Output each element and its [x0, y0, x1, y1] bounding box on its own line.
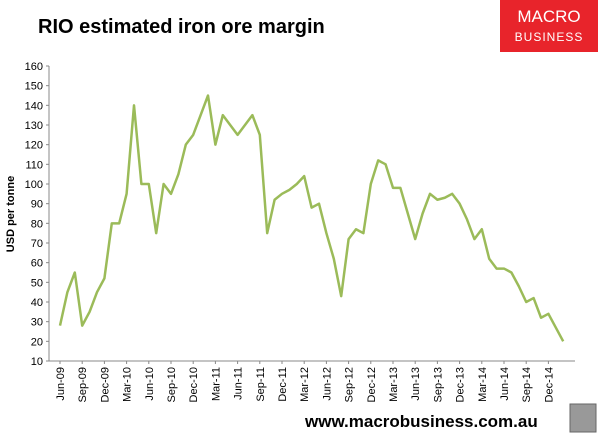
series-line: [58, 94, 565, 342]
x-tick-label: Sep-13: [432, 367, 444, 402]
x-tick-label: Jun-09: [55, 367, 67, 401]
x-tick-label: Jun-13: [410, 367, 422, 401]
y-tick-label: 110: [25, 159, 43, 171]
y-tick-label: 140: [25, 100, 43, 112]
logo-box: [500, 0, 598, 52]
footer: www.macrobusiness.com.au: [304, 412, 538, 431]
x-tick-label: Dec-13: [455, 367, 467, 402]
x-tick-label: Jun-12: [321, 367, 333, 401]
y-tick-label: 160: [25, 61, 43, 73]
x-tick-label: Sep-10: [166, 367, 178, 402]
x-tick-label: Sep-12: [344, 367, 356, 402]
y-tick-label: 100: [25, 179, 43, 191]
x-tick-label: Mar-10: [122, 367, 134, 402]
y-tick-label: 40: [31, 297, 43, 309]
wolf-icon: [569, 403, 597, 433]
y-tick-label: 90: [31, 199, 43, 211]
x-tick-label: Jun-11: [233, 367, 245, 400]
y-tick-label: 50: [31, 277, 43, 289]
x-tick-label: Dec-11: [277, 367, 289, 402]
x-tick-label: Sep-09: [77, 367, 89, 402]
y-tick-label: 130: [25, 120, 43, 132]
y-tick-label: 120: [25, 140, 43, 152]
x-tick-label: Mar-13: [388, 367, 400, 402]
x-tick-label: Jun-10: [144, 367, 156, 401]
logo-text: BUSINESS: [515, 30, 584, 44]
logo-text: MACRO: [517, 7, 580, 26]
y-tick-label: 150: [25, 81, 43, 93]
y-tick-label: 60: [31, 258, 43, 270]
x-tick-label: Sep-14: [521, 367, 533, 402]
y-tick-label: 20: [31, 336, 43, 348]
y-axis-label: USD per tonne: [5, 176, 17, 252]
y-tick-label: 80: [31, 218, 43, 230]
x-tick-label: Jun-14: [499, 367, 511, 401]
x-tick-label: Dec-14: [543, 367, 555, 402]
x-tick-label: Mar-12: [299, 367, 311, 402]
x-tick-label: Dec-09: [99, 367, 111, 402]
x-tick-label: Dec-10: [188, 367, 200, 402]
x-tick-label: Mar-11: [210, 367, 222, 401]
chart-title: RIO estimated iron ore margin: [38, 16, 325, 38]
y-tick-label: 30: [31, 317, 43, 329]
x-tick-label: Mar-14: [477, 367, 489, 402]
y-tick-label: 70: [31, 238, 43, 250]
x-tick-label: Dec-12: [366, 367, 378, 402]
y-tick-label: 10: [31, 356, 43, 368]
x-tick-label: Sep-11: [255, 367, 267, 402]
